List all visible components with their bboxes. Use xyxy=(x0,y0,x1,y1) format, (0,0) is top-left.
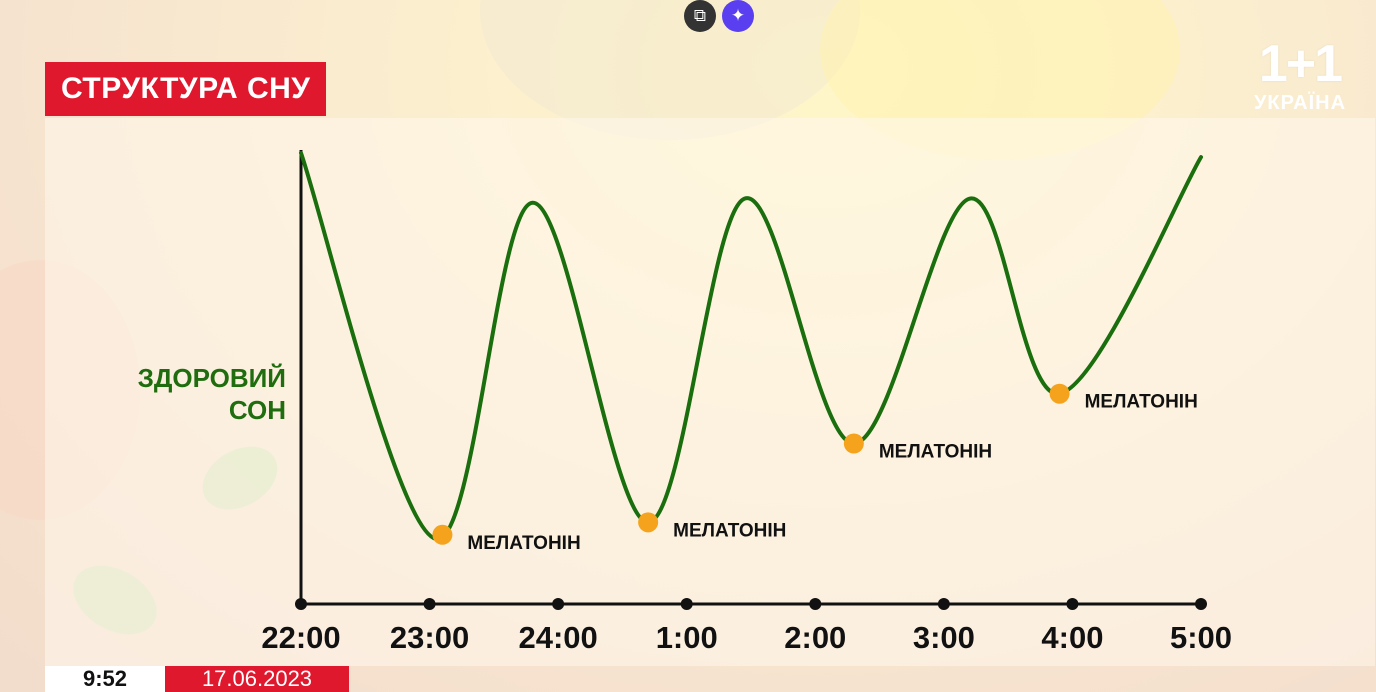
page-title: СТРУКТУРА СНУ xyxy=(45,62,327,116)
logo-sub-text: УКРАЇНА xyxy=(1253,92,1347,114)
x-tick-label: 22:00 xyxy=(261,620,340,655)
melatonin-label: МЕЛАТОНІН xyxy=(673,520,786,541)
melatonin-marker xyxy=(432,524,453,545)
logo-main-text: 1+1 xyxy=(1258,35,1343,93)
x-tick-label: 3:00 xyxy=(913,620,975,655)
ai-button[interactable]: ✦ xyxy=(722,0,754,32)
melatonin-marker xyxy=(843,433,864,454)
x-tick-label: 2:00 xyxy=(784,620,846,655)
broadcast-date: 17.06.2023 xyxy=(165,666,349,692)
sleep-curve-line xyxy=(299,151,1203,541)
x-tick-dot xyxy=(680,598,693,610)
melatonin-markers-group: МЕЛАТОНІН МЕЛАТОНІН МЕЛАТОНІН МЕЛАТОНІН xyxy=(432,383,1198,554)
melatonin-label: МЕЛАТОНІН xyxy=(879,442,992,463)
x-tick-label: 1:00 xyxy=(656,620,718,655)
x-tick-label: 4:00 xyxy=(1041,620,1103,655)
x-tick-dot xyxy=(809,598,822,610)
clock-time: 9:52 xyxy=(45,666,165,692)
x-ticks-group: 22:00 23:00 24:00 1:00 2:00 3:00 4:00 5:00 xyxy=(261,598,1232,655)
channel-logo: 1+1 УКРАЇНА xyxy=(1232,38,1368,122)
melatonin-marker xyxy=(638,512,659,533)
copy-button[interactable]: ⧉ xyxy=(684,0,716,32)
chart-panel xyxy=(45,118,1375,666)
copy-icon: ⧉ xyxy=(693,6,707,25)
melatonin-label: МЕЛАТОНІН xyxy=(467,533,580,554)
x-tick-label: 24:00 xyxy=(518,620,597,655)
x-tick-label: 5:00 xyxy=(1170,620,1232,655)
x-tick-dot xyxy=(423,598,436,610)
x-tick-dot xyxy=(295,598,307,610)
y-axis-label: ЗДОРОВИЙ СОН xyxy=(137,363,286,425)
x-tick-dot xyxy=(552,598,565,610)
x-tick-dot xyxy=(1066,598,1079,610)
x-tick-label: 23:00 xyxy=(390,620,469,655)
x-tick-dot xyxy=(937,598,950,610)
sparkle-icon: ✦ xyxy=(730,6,746,25)
x-tick-dot xyxy=(1195,598,1207,610)
melatonin-label: МЕЛАТОНІН xyxy=(1085,392,1198,413)
melatonin-marker xyxy=(1049,383,1070,404)
